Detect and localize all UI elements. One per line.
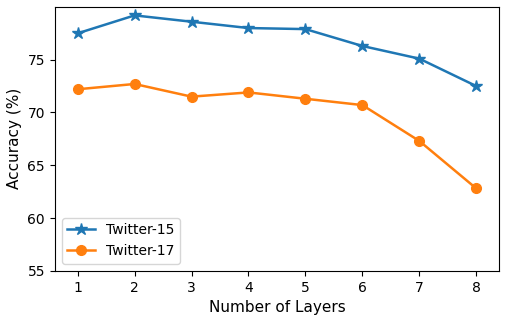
Twitter-17 (74, 87, 80, 91)
Twitter-15 (245, 26, 251, 30)
Twitter-17 (131, 82, 137, 86)
Y-axis label: Accuracy (%): Accuracy (%) (7, 88, 22, 189)
Twitter-17 (472, 186, 478, 190)
Twitter-15 (302, 27, 308, 31)
Twitter-15 (472, 84, 478, 88)
Line: Twitter-15: Twitter-15 (71, 9, 482, 92)
X-axis label: Number of Layers: Number of Layers (208, 300, 344, 315)
Legend: Twitter-15, Twitter-17: Twitter-15, Twitter-17 (62, 218, 180, 264)
Twitter-17 (416, 139, 422, 143)
Twitter-15 (131, 14, 137, 17)
Twitter-15 (188, 20, 194, 24)
Twitter-17 (188, 95, 194, 99)
Twitter-15 (359, 44, 365, 48)
Twitter-15 (74, 32, 80, 35)
Twitter-17 (359, 103, 365, 107)
Line: Twitter-17: Twitter-17 (73, 79, 480, 193)
Twitter-17 (302, 97, 308, 101)
Twitter-15 (416, 57, 422, 61)
Twitter-17 (245, 90, 251, 94)
